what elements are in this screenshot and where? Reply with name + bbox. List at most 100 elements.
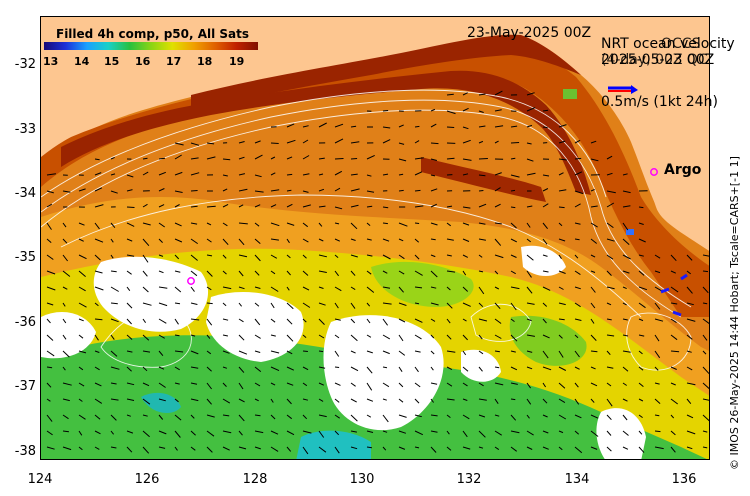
velocity-arrow — [302, 125, 309, 128]
velocity-arrow — [350, 446, 358, 450]
velocity-arrow — [558, 350, 564, 358]
velocity-arrow — [478, 140, 484, 144]
velocity-arrow — [494, 172, 502, 176]
velocity-arrow — [526, 254, 534, 261]
velocity-arrow — [142, 203, 148, 208]
velocity-arrow — [446, 110, 456, 115]
argo-marker-2 — [187, 277, 195, 285]
velocity-arrow — [542, 318, 547, 324]
velocity-arrow — [286, 334, 294, 342]
velocity-arrow — [430, 398, 435, 403]
velocity-arrow — [494, 187, 501, 192]
velocity-arrow — [622, 398, 628, 402]
velocity-arrow — [222, 158, 231, 161]
velocity-arrow — [558, 318, 565, 321]
velocity-arrow — [462, 350, 467, 356]
velocity-arrow — [46, 382, 52, 388]
velocity-arrow — [382, 270, 388, 274]
velocity-arrow — [558, 398, 566, 404]
velocity-arrow — [46, 238, 52, 243]
velocity-arrow — [174, 154, 182, 160]
velocity-arrow — [206, 366, 212, 372]
velocity-arrow — [94, 286, 104, 291]
velocity-arrow — [158, 286, 168, 289]
velocity-arrow — [702, 366, 709, 374]
velocity-arrow — [286, 139, 296, 144]
velocity-arrow — [542, 398, 548, 404]
velocity-arrow — [686, 318, 696, 322]
velocity-arrow — [46, 430, 53, 436]
velocity-arrow — [158, 446, 166, 449]
hot-core — [61, 70, 591, 195]
velocity-arrow — [302, 366, 309, 371]
velocity-arrow — [478, 203, 487, 208]
velocity-arrow — [78, 398, 83, 402]
velocity-arrow — [606, 414, 612, 421]
velocity-arrow — [270, 189, 280, 192]
velocity-arrow — [622, 254, 631, 260]
credit-text: © IMOS 26-May-2025 14:44 Hobart; Tscale=… — [728, 156, 741, 470]
velocity-arrow — [270, 286, 279, 292]
velocity-arrow — [526, 398, 532, 405]
velocity-arrow — [206, 142, 215, 145]
velocity-arrow — [462, 206, 471, 209]
velocity-arrow — [510, 302, 517, 311]
velocity-arrow — [430, 108, 436, 112]
velocity-arrow — [254, 154, 263, 160]
velocity-arrow — [574, 286, 581, 290]
velocity-arrow — [126, 414, 131, 417]
velocity-arrow — [158, 254, 164, 257]
velocity-arrow — [526, 334, 535, 337]
velocity-arrow — [558, 124, 567, 128]
velocity-arrow — [222, 318, 229, 321]
velocity-arrow — [526, 92, 535, 96]
velocity-arrow — [334, 238, 341, 242]
velocity-arrow — [494, 446, 500, 451]
velocity-arrow — [670, 446, 676, 453]
velocity-arrow — [430, 158, 438, 161]
x-tick-label: 130 — [349, 472, 375, 487]
velocity-arrow — [318, 382, 325, 386]
velocity-arrow — [430, 318, 436, 322]
velocity-arrow — [478, 270, 484, 273]
velocity-arrow — [446, 126, 455, 128]
velocity-arrow — [414, 414, 422, 418]
velocity-arrow — [238, 398, 245, 403]
velocity-arrow — [78, 286, 86, 292]
velocity-arrow — [686, 286, 693, 294]
velocity-arrow — [542, 126, 548, 129]
velocity-arrow — [94, 414, 101, 420]
velocity-arrow — [430, 414, 438, 417]
velocity-arrow — [702, 430, 708, 433]
cyan-patch-1 — [296, 430, 371, 459]
velocity-arrow — [254, 270, 260, 276]
velocity-arrow — [238, 430, 243, 436]
velocity-arrow — [526, 142, 532, 145]
velocity-arrow — [206, 270, 213, 277]
velocity-arrow — [590, 366, 596, 370]
velocity-arrow — [94, 302, 99, 307]
velocity-arrow — [254, 382, 261, 387]
velocity-highlight — [660, 273, 688, 317]
velocity-arrow — [702, 286, 709, 294]
velocity-arrow — [238, 446, 247, 450]
velocity-arrow — [62, 430, 69, 433]
velocity-arrow — [510, 446, 518, 452]
velocity-arrow — [174, 398, 179, 403]
coast-edge — [191, 34, 581, 109]
velocity-arrow — [302, 190, 309, 193]
velocity-arrow — [462, 302, 471, 307]
velocity-arrow — [430, 446, 437, 453]
velocity-arrow — [574, 157, 582, 160]
velocity-arrow — [558, 222, 563, 227]
velocity-arrow — [206, 350, 212, 355]
velocity-scale-label: 0.5m/s (1kt 24h) — [601, 94, 718, 110]
velocity-arrow — [334, 366, 340, 368]
velocity-arrow — [270, 350, 280, 354]
velocity-arrow — [158, 238, 163, 243]
colorbar-tick: 17 — [166, 55, 182, 68]
velocity-arrow — [286, 430, 295, 436]
map-frame[interactable] — [40, 16, 710, 460]
velocity-arrow — [334, 187, 341, 192]
velocity-arrow — [382, 366, 388, 369]
